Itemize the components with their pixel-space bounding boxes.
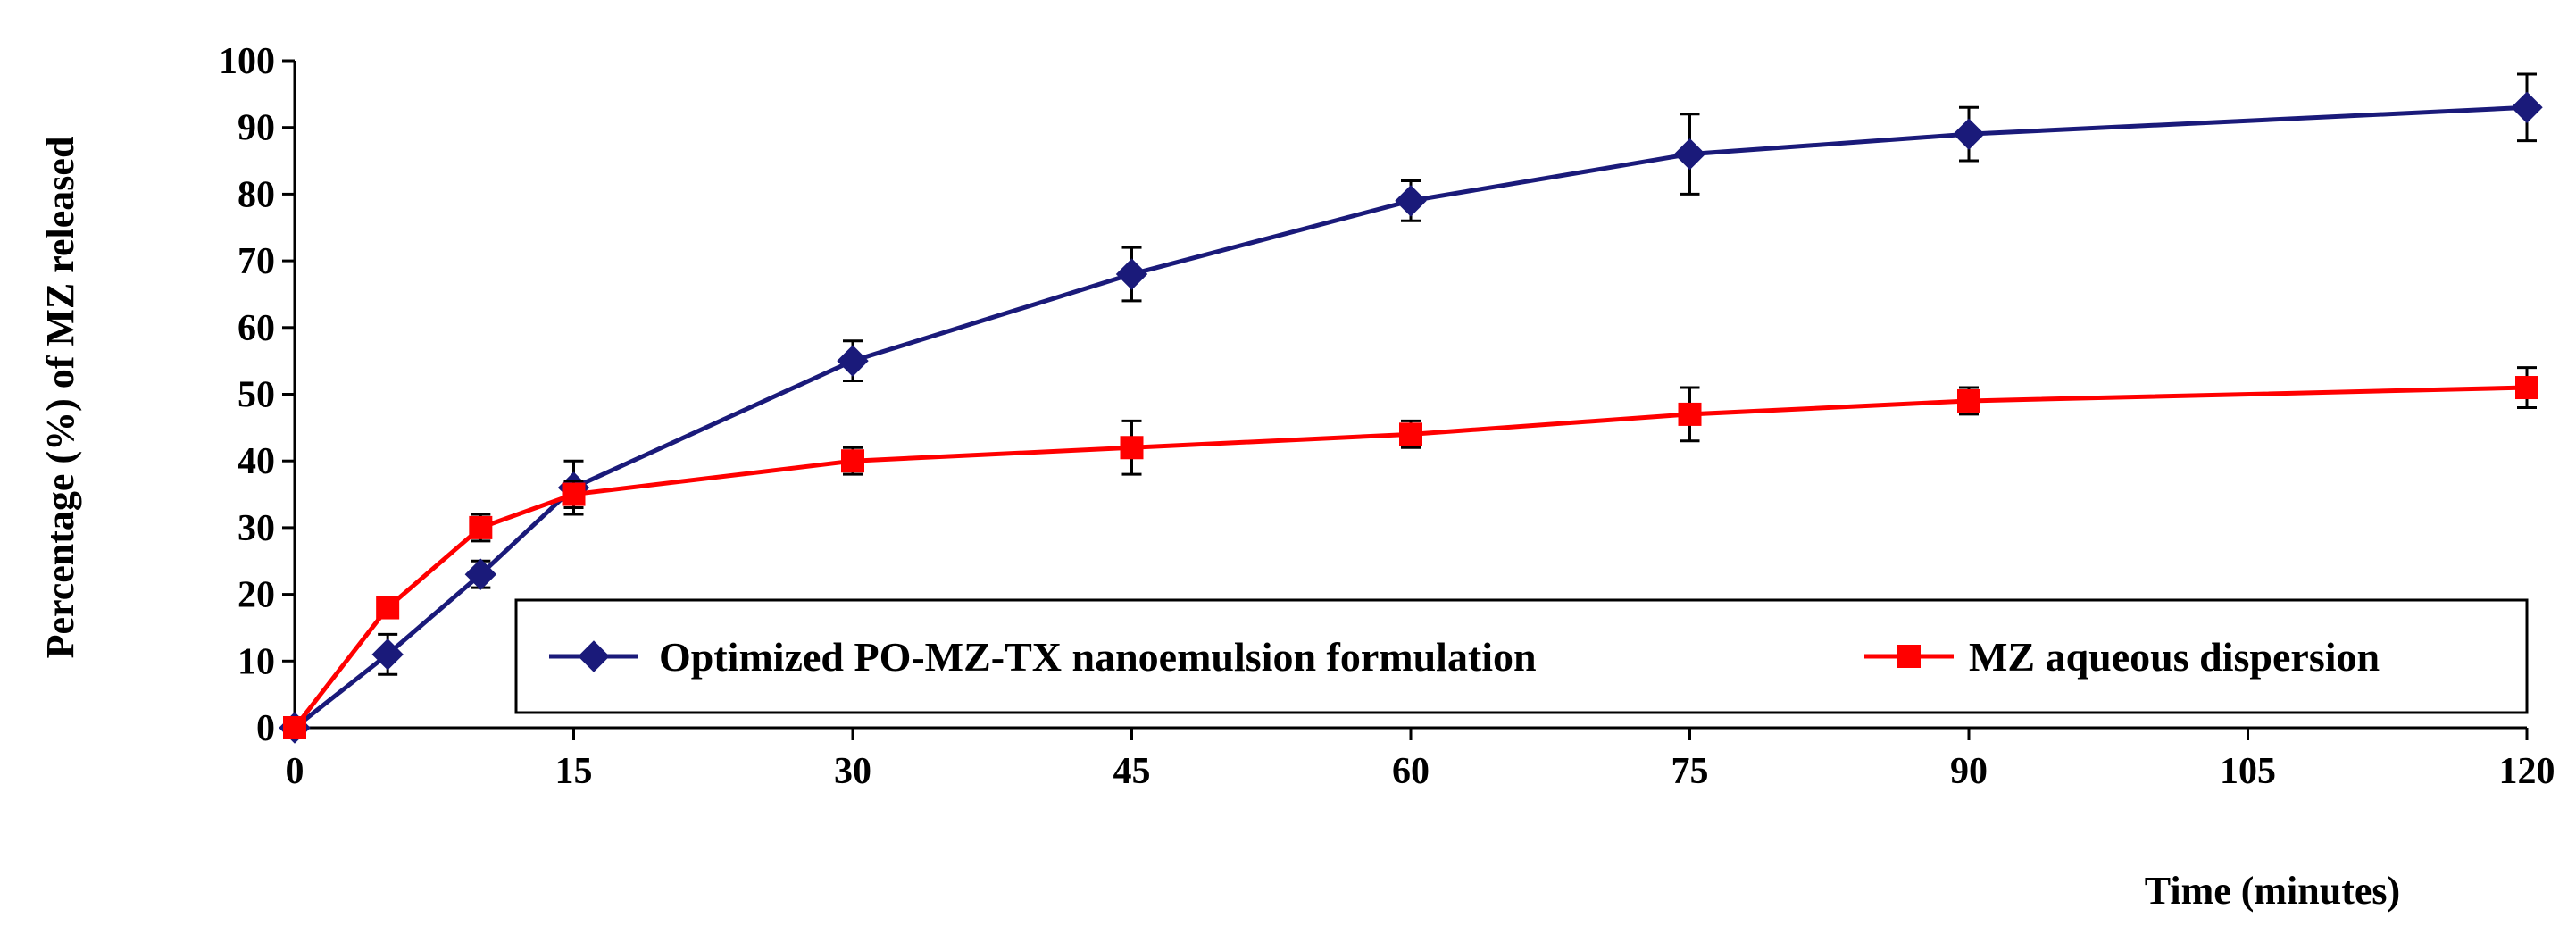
y-tick-label: 60: [238, 308, 275, 349]
x-tick-label: 45: [1113, 751, 1151, 792]
series-line: [293, 385, 2528, 730]
y-tick-label: 90: [238, 108, 275, 149]
data-point: [841, 449, 864, 473]
data-point: [1673, 138, 1706, 171]
data-point: [837, 345, 869, 377]
data-point: [1399, 422, 1422, 446]
legend-box: [514, 598, 2529, 714]
data-point: [464, 558, 497, 590]
x-tick-label: 30: [834, 751, 871, 792]
series-line: [293, 104, 2528, 730]
y-tick-label: 80: [238, 174, 275, 215]
legend-entry-2: MZ aqueous dispersion: [1864, 634, 2380, 680]
x-tick-label: 90: [1950, 751, 1988, 792]
series-layer: [279, 72, 2543, 744]
data-point: [1120, 436, 1144, 460]
data-point: [1957, 388, 1980, 413]
data-point: [371, 638, 404, 671]
y-tick-label: 20: [238, 575, 275, 616]
x-axis-ticks: 0 15 30 45 60 75 90 105 120: [286, 728, 2555, 792]
data-point: [1953, 118, 1985, 150]
y-axis-title-group: Percentage (%) of MZ released: [38, 137, 82, 659]
x-tick-label: 75: [1671, 751, 1709, 792]
data-point: [1395, 185, 1427, 217]
legend-entry-1: Optimized PO-MZ-TX nanoemulsion formulat…: [549, 634, 1537, 680]
y-tick-label: 40: [238, 441, 275, 482]
legend: Optimized PO-MZ-TX nanoemulsion formulat…: [514, 598, 2529, 714]
data-point: [1115, 258, 1148, 290]
x-tick-label: 120: [2499, 751, 2555, 792]
y-tick-label: 70: [238, 241, 275, 282]
y-axis-title: Percentage (%) of MZ released: [38, 137, 82, 659]
y-axis-ticks: 0 10 20 30 40 50 60 70 80 90 100: [219, 41, 295, 749]
data-point: [283, 716, 306, 739]
legend-swatch-marker: [1897, 645, 1921, 668]
y-tick-label: 10: [238, 641, 275, 682]
y-tick-label: 50: [238, 375, 275, 416]
x-axis-title: Time (minutes): [2145, 869, 2400, 913]
legend-label: MZ aqueous dispersion: [1969, 634, 2380, 680]
x-tick-label: 0: [286, 751, 304, 792]
data-point: [2511, 91, 2543, 123]
series-2: [283, 366, 2538, 739]
y-tick-label: 30: [238, 508, 275, 549]
legend-label: Optimized PO-MZ-TX nanoemulsion formulat…: [659, 634, 1537, 680]
y-tick-label: 100: [219, 41, 275, 82]
x-tick-label: 105: [2220, 751, 2276, 792]
data-point: [1678, 402, 1702, 426]
y-tick-label: 0: [256, 708, 275, 749]
x-tick-label: 60: [1392, 751, 1430, 792]
data-point: [376, 596, 400, 620]
data-point: [562, 482, 586, 506]
data-point: [469, 515, 493, 539]
x-tick-label: 15: [555, 751, 593, 792]
legend-swatch-marker: [578, 640, 610, 672]
data-point: [2515, 376, 2538, 400]
